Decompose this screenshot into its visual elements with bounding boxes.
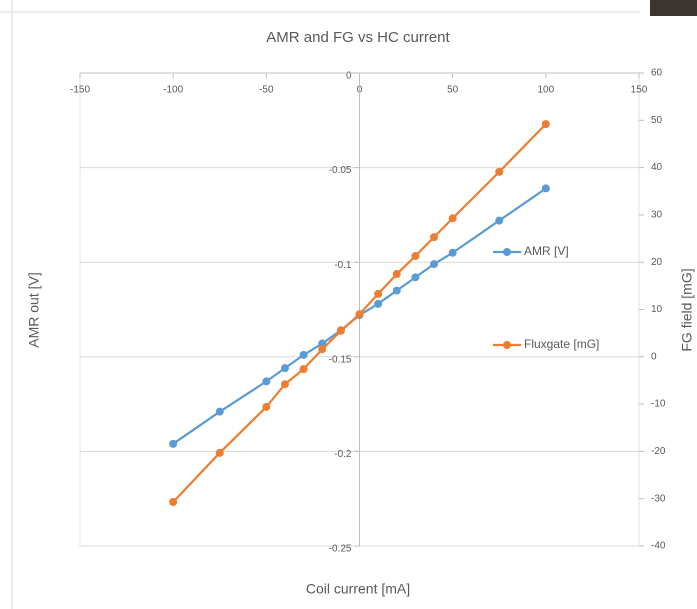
y2-tick-label: 60 — [651, 68, 663, 79]
data-point — [411, 252, 420, 261]
data-point — [262, 402, 271, 411]
y2-tick-label: 40 — [651, 162, 663, 173]
data-point — [374, 289, 383, 298]
data-point — [411, 273, 420, 282]
data-point — [430, 260, 439, 269]
x-axis-title: Coil current [mA] — [306, 581, 410, 597]
y-axis-title: AMR out [V] — [26, 272, 42, 347]
y2-axis-title: FG field [mG] — [679, 268, 695, 351]
data-point — [448, 214, 457, 223]
legend-label: Fluxgate [mG] — [524, 337, 599, 351]
data-point — [541, 184, 550, 193]
x-tick-label: -50 — [259, 85, 274, 96]
y2-tick-label: 0 — [651, 351, 657, 362]
data-point — [448, 248, 457, 257]
x-tick-label: -100 — [163, 85, 183, 96]
data-point — [355, 310, 364, 319]
data-point — [299, 350, 308, 359]
data-point — [392, 270, 401, 279]
x-tick-label: -150 — [70, 85, 90, 96]
y-tick-label: -0.05 — [329, 165, 352, 176]
legend-marker — [503, 248, 511, 256]
data-point — [318, 339, 327, 348]
y-tick-label: -0.2 — [334, 449, 352, 460]
y2-tick-label: 50 — [651, 115, 663, 126]
y-tick-label: -0.1 — [334, 260, 352, 271]
y2-tick-label: -30 — [651, 493, 666, 504]
x-tick-label: 100 — [537, 85, 554, 96]
legend-marker — [503, 341, 511, 349]
legend-label: AMR [V] — [524, 244, 569, 258]
data-point — [169, 498, 178, 507]
data-point — [430, 233, 439, 242]
data-point — [215, 407, 224, 416]
data-point — [495, 167, 504, 176]
data-point — [280, 380, 289, 389]
y2-tick-label: 20 — [651, 257, 663, 268]
data-point — [495, 216, 504, 225]
y-tick-label: -0.15 — [329, 354, 352, 365]
y2-tick-label: -20 — [651, 446, 666, 457]
data-point — [169, 439, 178, 448]
y2-tick-label: -40 — [651, 541, 666, 552]
data-point — [299, 365, 308, 374]
data-point — [280, 364, 289, 373]
data-point — [262, 377, 271, 386]
y2-tick-label: 10 — [651, 304, 663, 315]
y-tick-label: 0 — [346, 71, 352, 82]
data-point — [336, 326, 345, 335]
x-tick-label: 150 — [631, 85, 648, 96]
y2-tick-label: -10 — [651, 399, 666, 410]
data-point — [374, 299, 383, 308]
y2-tick-label: 30 — [651, 210, 663, 221]
data-point — [392, 286, 401, 295]
photo-corner — [650, 0, 697, 16]
data-point — [215, 448, 224, 457]
data-point — [318, 345, 327, 354]
chart-title: AMR and FG vs HC current — [266, 29, 450, 46]
data-point — [541, 120, 550, 129]
y-tick-label: -0.25 — [329, 544, 352, 555]
x-tick-label: 50 — [447, 85, 459, 96]
